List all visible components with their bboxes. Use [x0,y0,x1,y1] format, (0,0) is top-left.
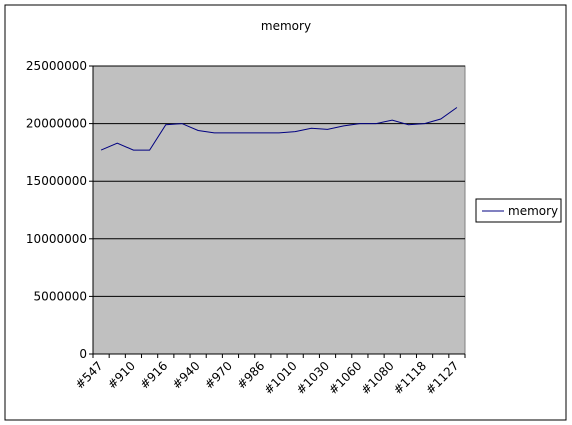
data-line [100,107,458,151]
legend-box [475,198,562,223]
y-tick-label: 25000000 [26,59,87,73]
y-tick-label: 10000000 [26,232,87,246]
y-tick-label: 5000000 [34,289,87,303]
legend-label: memory [508,204,558,218]
y-tick-label: 0 [79,347,87,361]
y-tick-label: 20000000 [26,117,87,131]
plot-area [92,65,466,355]
chart-title: memory [261,19,311,33]
y-tick-label: 15000000 [26,174,87,188]
